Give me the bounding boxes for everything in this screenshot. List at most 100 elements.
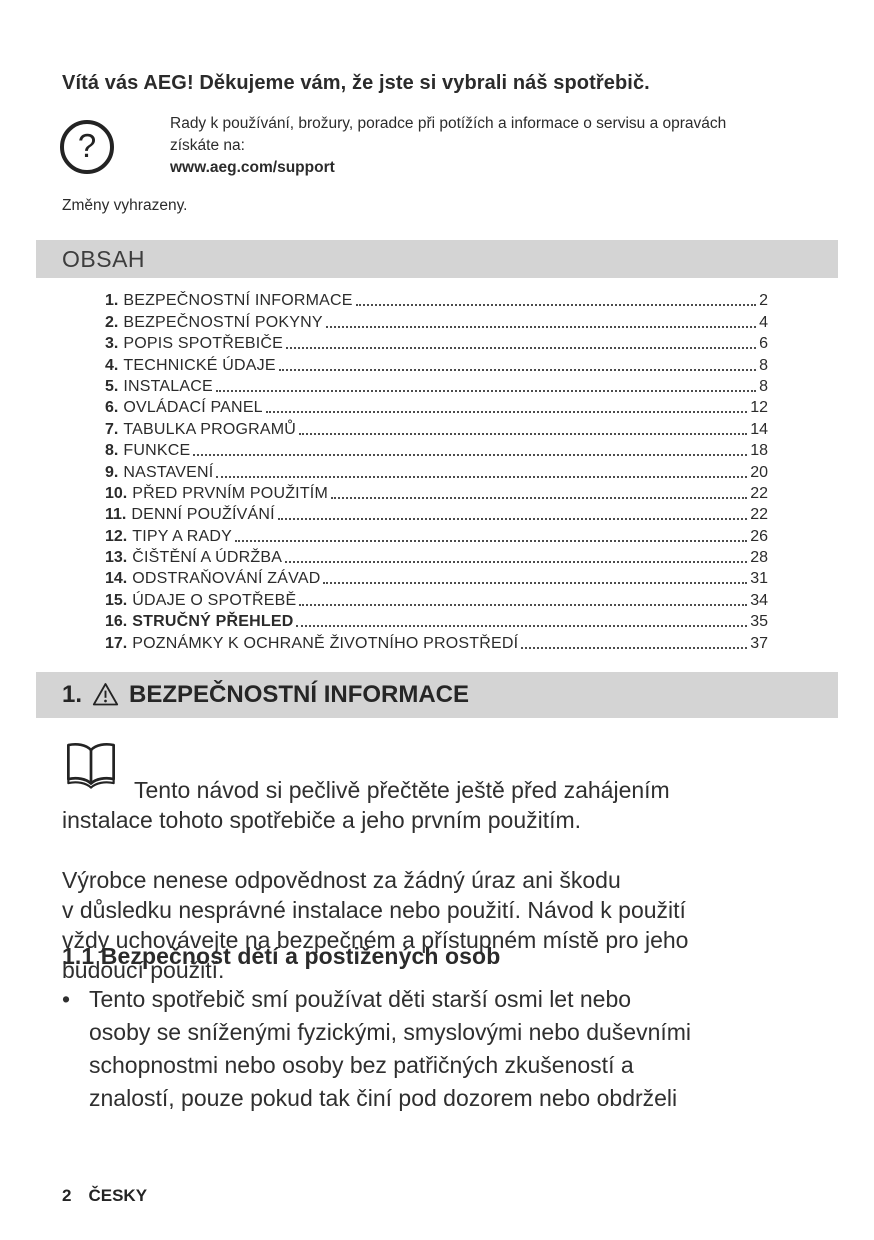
toc-item-label: POPIS SPOTŘEBIČE: [123, 335, 284, 353]
toc-dot-leader: [285, 561, 748, 564]
toc-item: 11. DENNÍ POUŽÍVÁNÍ 22: [105, 503, 768, 524]
toc-item: 15. ÚDAJE O SPOTŘEBĚ 34: [105, 588, 768, 609]
toc-item-page: 6: [759, 335, 768, 353]
toc-item-label: TIPY A RADY: [132, 527, 232, 545]
toc-dot-leader: [330, 496, 748, 499]
toc-item-label: OVLÁDACÍ PANEL: [123, 399, 263, 417]
toc-item-number: 8.: [105, 442, 119, 460]
toc-item: 14. ODSTRAŇOVÁNÍ ZÁVAD 31: [105, 567, 768, 588]
toc-dot-leader: [299, 603, 748, 606]
toc-item-label: FUNKCE: [123, 442, 191, 460]
toc-dot-leader: [216, 475, 748, 478]
intro-paragraph-1: Tento návod si pečlivě přečtěte ještě př…: [62, 777, 670, 833]
toc-item-page: 22: [750, 484, 768, 502]
toc-dot-leader: [234, 539, 748, 542]
toc-item-number: 13.: [105, 549, 128, 567]
footer-page-number: 2: [62, 1186, 72, 1205]
toc-dot-leader: [265, 411, 748, 414]
toc-header-label: OBSAH: [62, 245, 146, 272]
toc-item-number: 5.: [105, 377, 119, 395]
toc-dot-leader: [299, 432, 748, 435]
toc-dot-leader: [325, 325, 757, 328]
toc-item: 4. TECHNICKÉ ÚDAJE 8: [105, 353, 768, 374]
toc-item-number: 3.: [105, 335, 119, 353]
toc-item-page: 34: [750, 591, 768, 609]
toc-item-page: 26: [750, 527, 768, 545]
support-info: Rady k používání, brožury, poradce při p…: [170, 113, 830, 179]
toc-header-bar: OBSAH: [36, 240, 838, 278]
intro-paragraph-2: Výrobce nenese odpovědnost za žádný úraz…: [62, 867, 689, 983]
section-intro: Tento návod si pečlivě přečtěte ještě př…: [62, 745, 820, 1015]
toc-item-label: DENNÍ POUŽÍVÁNÍ: [131, 506, 275, 524]
toc-item-label: NASTAVENÍ: [123, 463, 214, 481]
toc-item: 8. FUNKCE 18: [105, 439, 768, 460]
toc-dot-leader: [323, 582, 748, 585]
toc-item-page: 8: [759, 377, 768, 395]
toc-item-number: 17.: [105, 634, 128, 652]
toc-item-label: TECHNICKÉ ÚDAJE: [123, 356, 276, 374]
toc-item-page: 18: [750, 442, 768, 460]
toc-item-label: STRUČNÝ PŘEHLED: [132, 613, 294, 631]
footer-language: ČESKY: [88, 1186, 148, 1205]
question-circle-icon: ?: [60, 120, 114, 174]
toc-item-number: 2.: [105, 313, 119, 331]
toc-item-label: POZNÁMKY K OCHRANĚ ŽIVOTNÍHO PROSTŘEDÍ: [132, 634, 519, 652]
toc-dot-leader: [193, 454, 748, 457]
question-glyph: ?: [77, 126, 97, 164]
changes-note: Změny vyhrazeny.: [62, 197, 188, 214]
section-title: BEZPEČNOSTNÍ INFORMACE: [129, 681, 470, 708]
toc-item: 10. PŘED PRVNÍM POUŽITÍM 22: [105, 482, 768, 503]
section-heading-bar: 1. BEZPEČNOSTNÍ INFORMACE: [36, 672, 838, 718]
toc-item-page: 31: [750, 570, 768, 588]
toc-item-label: ODSTRAŇOVÁNÍ ZÁVAD: [132, 570, 321, 588]
toc-item: 2. BEZPEČNOSTNÍ POKYNY 4: [105, 310, 768, 331]
toc-item-number: 7.: [105, 420, 119, 438]
toc-item-number: 16.: [105, 613, 128, 631]
toc-item-page: 35: [750, 613, 768, 631]
toc-item: 9. NASTAVENÍ 20: [105, 460, 768, 481]
toc-item-label: BEZPEČNOSTNÍ POKYNY: [123, 313, 323, 331]
toc-item: 7. TABULKA PROGRAMŮ 14: [105, 417, 768, 438]
toc-dot-leader: [296, 625, 748, 628]
toc-item-label: ČIŠTĚNÍ A ÚDRŽBA: [132, 549, 283, 567]
toc-item-number: 11.: [105, 506, 127, 524]
section-number: 1.: [62, 681, 83, 708]
toc-dot-leader: [277, 518, 748, 521]
toc-item-number: 12.: [105, 527, 128, 545]
toc-item: 1. BEZPEČNOSTNÍ INFORMACE 2: [105, 289, 768, 310]
warning-triangle-icon: [92, 682, 119, 707]
toc-item: 13. ČIŠTĚNÍ A ÚDRŽBA 28: [105, 546, 768, 567]
toc-item-page: 8: [759, 356, 768, 374]
toc-item-page: 20: [750, 463, 768, 481]
toc-item: 12. TIPY A RADY 26: [105, 524, 768, 545]
toc-item-page: 14: [750, 420, 768, 438]
support-text: Rady k používání, brožury, poradce při p…: [170, 115, 727, 154]
toc-item: 6. OVLÁDACÍ PANEL 12: [105, 396, 768, 417]
toc-item-number: 9.: [105, 463, 119, 481]
toc-item-page: 2: [759, 292, 768, 310]
toc-item-number: 10.: [105, 484, 128, 502]
toc-item-page: 12: [750, 399, 768, 417]
toc-item-page: 37: [750, 634, 768, 652]
toc-dot-leader: [215, 389, 757, 392]
bullet-marker: •: [62, 986, 71, 1012]
toc-item-label: PŘED PRVNÍM POUŽITÍM: [132, 484, 328, 502]
support-url: www.aeg.com/support: [170, 159, 335, 176]
toc-item-label: INSTALACE: [123, 377, 213, 395]
toc-dot-leader: [521, 646, 748, 649]
open-book-icon: [62, 741, 120, 794]
toc-list: 1. BEZPEČNOSTNÍ INFORMACE 2 2. BEZPEČNOS…: [105, 289, 768, 653]
toc-item-number: 14.: [105, 570, 128, 588]
toc-item: 5. INSTALACE 8: [105, 375, 768, 396]
toc-dot-leader: [286, 347, 757, 350]
page-footer: 2 ČESKY: [62, 1186, 147, 1206]
welcome-title: Vítá vás AEG! Děkujeme vám, že jste si v…: [62, 72, 650, 94]
toc-item-number: 1.: [105, 292, 119, 310]
bullet-item: • Tento spotřebič smí používat děti starš…: [62, 983, 822, 1115]
subsection-title: 1.1 Bezpečnost dětí a postižených osob: [62, 943, 501, 969]
toc-item-page: 4: [759, 313, 768, 331]
toc-item-label: ÚDAJE O SPOTŘEBĚ: [132, 591, 297, 609]
toc-item-number: 6.: [105, 399, 119, 417]
toc-dot-leader: [278, 368, 757, 371]
